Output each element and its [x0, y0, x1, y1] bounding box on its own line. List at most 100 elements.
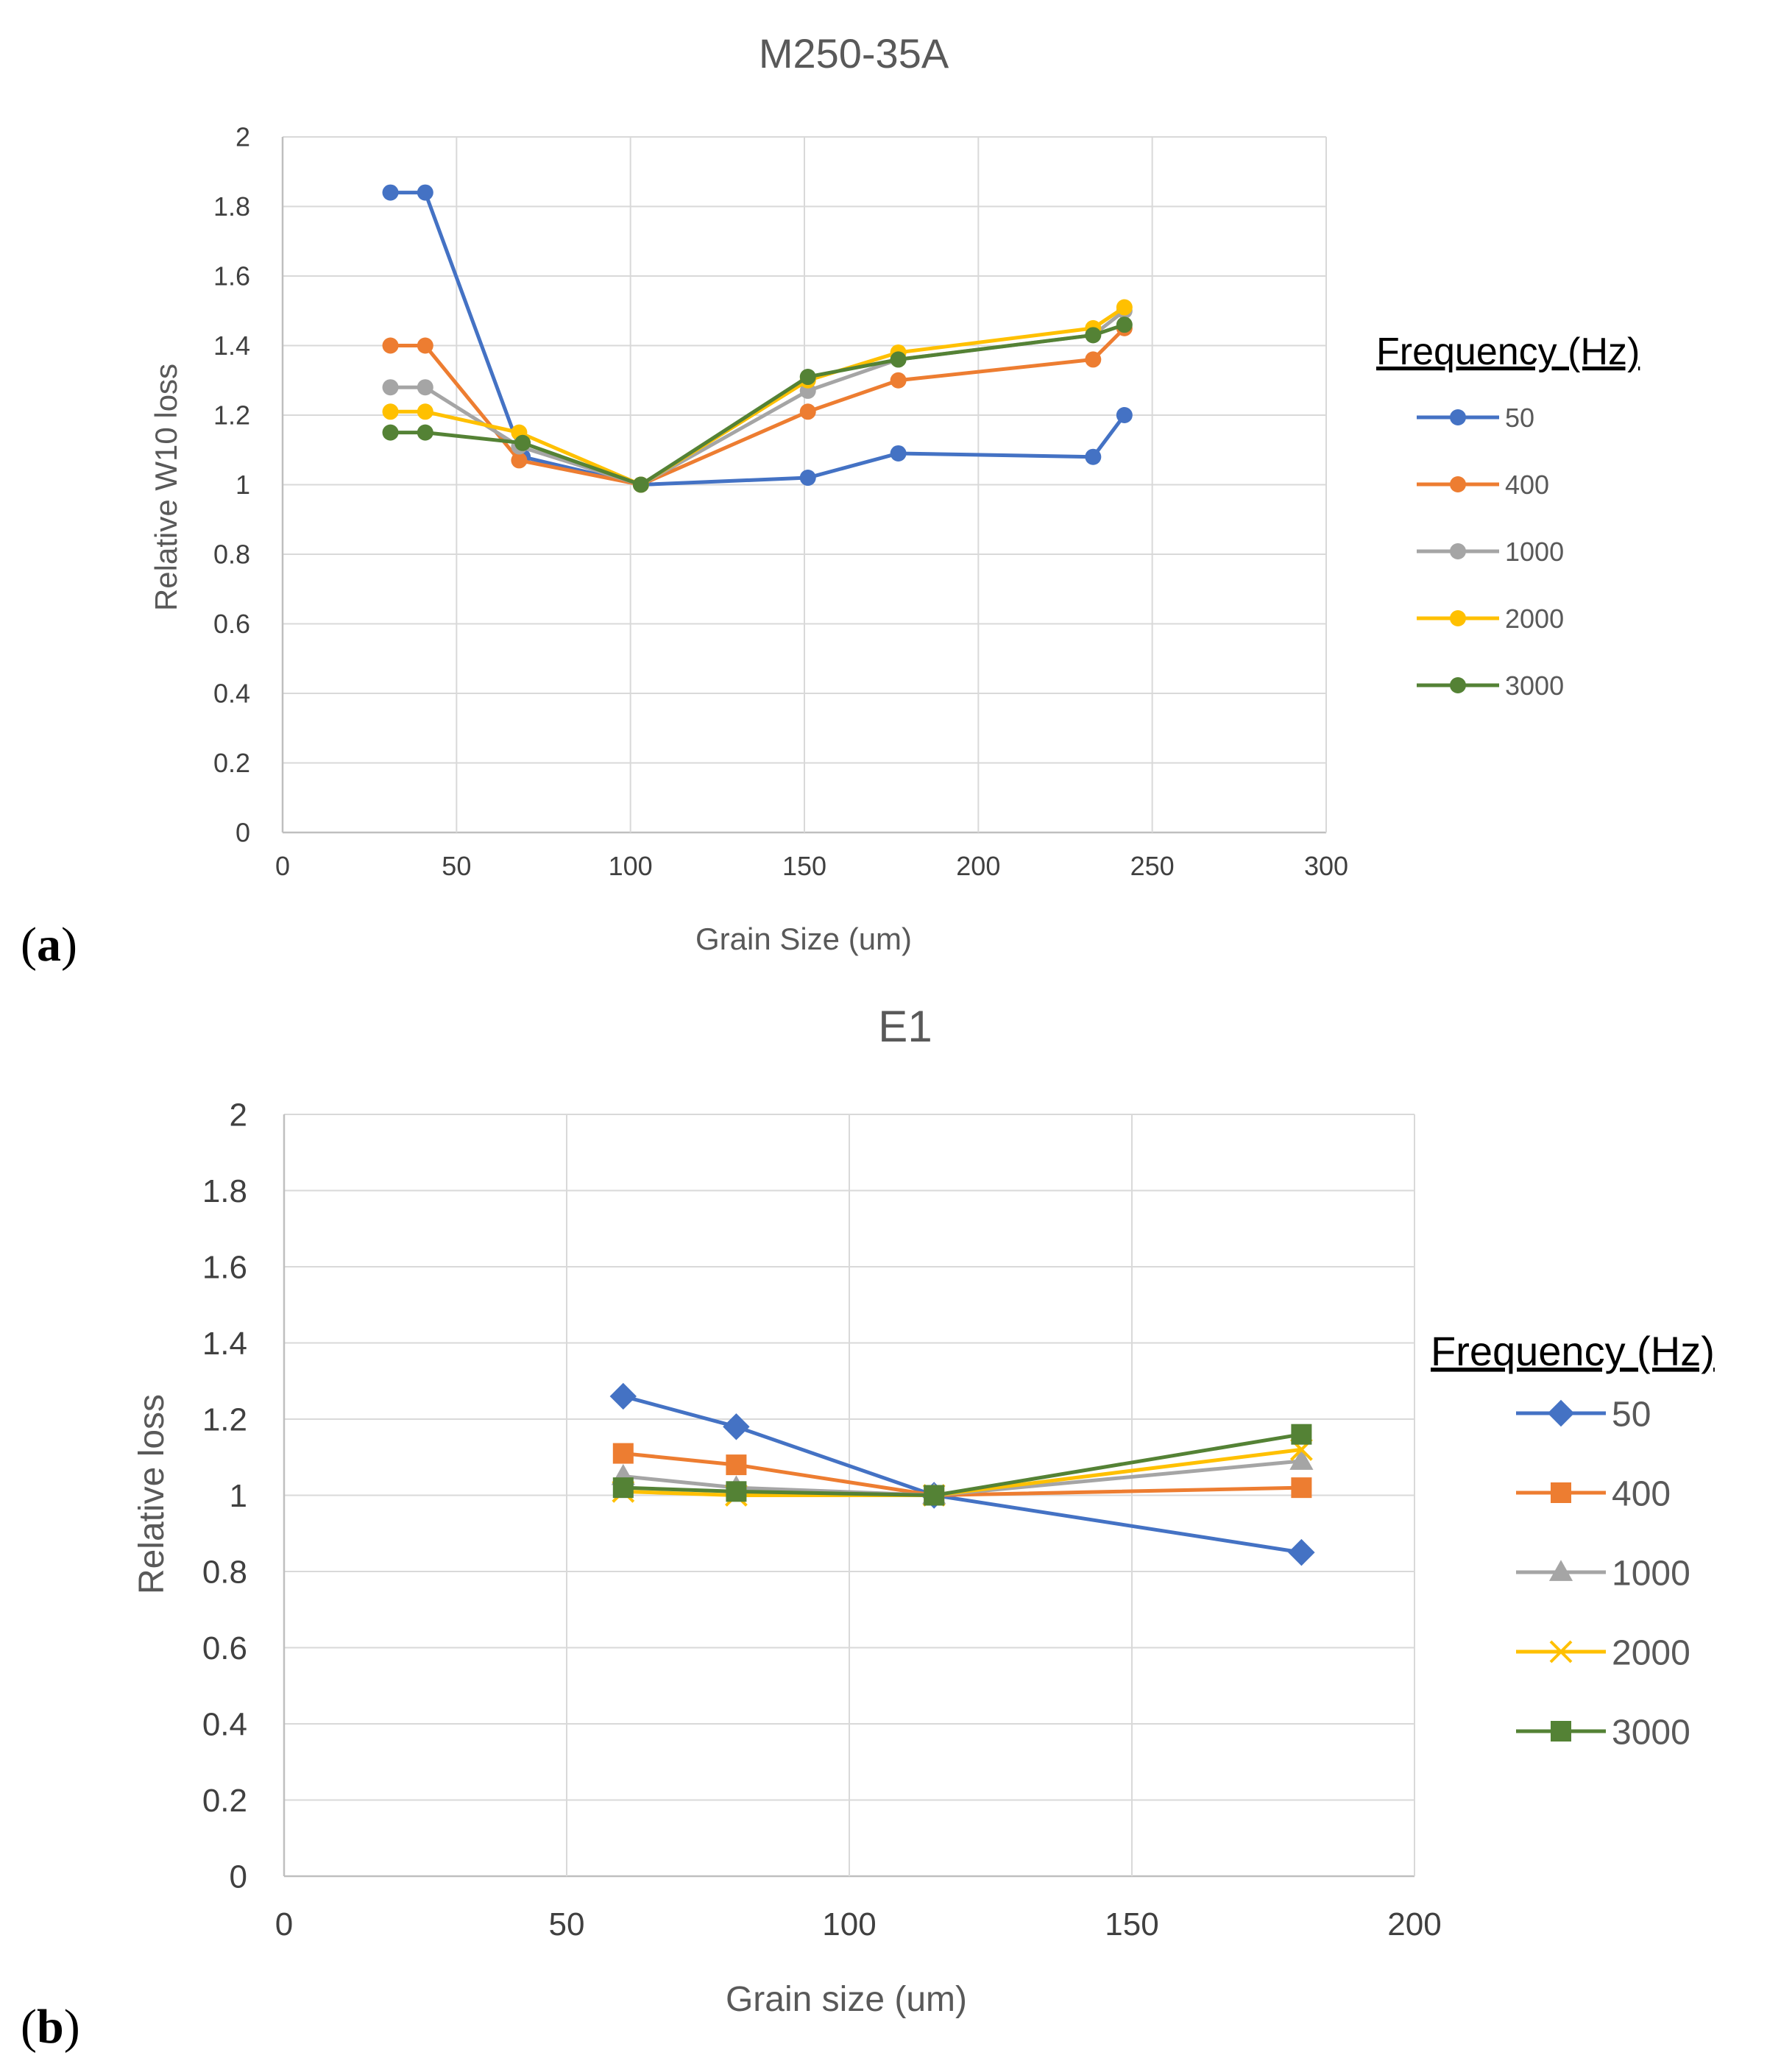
chart-a-legend-marker: [1450, 476, 1466, 492]
chart-a-series-2000-point: [1116, 299, 1133, 316]
chart-a-series-1000-point: [417, 379, 433, 396]
chart-a-x-axis-title: Grain Size (um): [695, 922, 912, 956]
chart-a-legend-item-50: 50: [1417, 403, 1534, 433]
chart-a-series-50-point: [417, 184, 433, 201]
chart-a-series-1000: [382, 303, 1133, 493]
chart-b-legend-item-2000: 2000: [1516, 1633, 1690, 1672]
chart-a-series-3000-point: [1085, 327, 1102, 344]
chart-a-x-tick-label: 300: [1304, 851, 1348, 881]
panel-label-b: (b): [21, 2000, 80, 2054]
chart-b-series-400-point: [612, 1443, 634, 1464]
chart-a-y-tick-label: 2: [236, 122, 250, 152]
chart-a-y-tick-label: 0.8: [213, 540, 250, 570]
chart-b-x-tick-label: 100: [822, 1906, 876, 1942]
chart-a-series-400-line: [390, 327, 1126, 487]
chart-b-series: [609, 1382, 1315, 1566]
chart-a-series-400-point: [890, 372, 907, 389]
chart-a-series: [382, 184, 1133, 493]
chart-b-series-400-line: [623, 1452, 1302, 1497]
chart-b-legend-label: 50: [1612, 1395, 1651, 1434]
chart-a-series-50-point: [1085, 448, 1102, 465]
panel-label-b-letter: b: [37, 2000, 64, 2054]
chart-a-series-400-point: [1085, 351, 1102, 368]
chart-b-y-tick-label: 2: [230, 1097, 247, 1133]
chart-a-series-400-point: [511, 452, 528, 469]
chart-b-legend-item-50: 50: [1516, 1395, 1651, 1434]
chart-a-series-3000-point: [514, 434, 531, 451]
chart-a-series-50-point: [382, 184, 399, 201]
chart-a-series-3000-point: [890, 351, 907, 368]
chart-b-series-3000-point: [1291, 1424, 1312, 1445]
chart-a-legend-title: Frequency (Hz): [1376, 330, 1640, 373]
chart-b-y-tick-label: 0.4: [202, 1706, 247, 1742]
chart-b-y-tick-label: 0.2: [202, 1783, 247, 1819]
chart-b-gridlines: [283, 1114, 1415, 1878]
chart-b-series-400-point: [726, 1454, 747, 1476]
chart-a-y-tick-label: 0.2: [213, 748, 250, 778]
panel-label-a-open: (: [21, 918, 37, 972]
chart-b-x-tick-label: 150: [1105, 1906, 1158, 1942]
chart-b-legend-marker: [1551, 1482, 1571, 1503]
chart-b-series-400-point: [1291, 1477, 1312, 1499]
chart-b-legend-marker: [1551, 1721, 1571, 1742]
chart-a-series-400-point: [382, 337, 399, 354]
chart-b-y-tick-label: 0.8: [202, 1554, 247, 1590]
chart-b-series-3000-point: [726, 1481, 747, 1502]
chart-a-legend-marker: [1450, 409, 1466, 425]
chart-a-series-50-line: [390, 191, 1126, 487]
chart-b-series-50: [609, 1382, 1315, 1566]
chart-a-y-tick-label: 1.8: [213, 191, 250, 222]
chart-a-series-3000-line: [390, 322, 1125, 487]
chart-b-series-50-line: [623, 1394, 1302, 1555]
chart-b-legend-label: 2000: [1612, 1633, 1690, 1672]
chart-a-y-tick-label: 1: [236, 470, 250, 500]
chart-b-series-1000-point: [1289, 1449, 1314, 1470]
panel-label-a-letter: a: [37, 918, 61, 972]
chart-a-legend-marker: [1450, 543, 1466, 559]
chart-b-series-50-point: [1288, 1538, 1315, 1566]
chart-a-y-tick-label: 0.6: [213, 609, 250, 639]
chart-b-series-50-point: [723, 1413, 750, 1440]
chart-a-series-400-point: [417, 337, 433, 354]
chart-a-legend-marker: [1450, 677, 1466, 693]
chart-b-legend-label: 1000: [1612, 1554, 1690, 1593]
chart-a-series-50-point: [1116, 407, 1133, 423]
chart-b-legend-item-1000: 1000: [1516, 1554, 1690, 1593]
panel-label-a: (a): [21, 918, 77, 972]
chart-b-y-tick-label: 0: [230, 1859, 247, 1895]
chart-a-legend-label: 2000: [1505, 604, 1564, 634]
chart-a-title: M250-35A: [759, 30, 949, 77]
chart-a-series-3000-point: [632, 476, 649, 493]
chart-a-legend-label: 400: [1505, 470, 1549, 500]
chart-b: E1 0 0.2 0.4 0.6 0.8 1 1.2 1.4 1.6 1.8 2 0 50 100 150…: [132, 1002, 1715, 2019]
chart-b-title: E1: [878, 1002, 932, 1051]
chart-b-y-tick-label: 1: [230, 1478, 247, 1514]
chart-b-x-tick-labels: 0 50 100 150 200: [275, 1906, 1442, 1942]
chart-b-x-tick-label: 0: [275, 1906, 293, 1942]
chart-a-legend: Frequency (Hz) 50 400 1000 2000 3000: [1376, 330, 1640, 701]
chart-b-x-tick-label: 200: [1387, 1906, 1441, 1942]
chart-b-y-tick-label: 1.2: [202, 1401, 247, 1438]
chart-a-y-tick-label: 1.2: [213, 400, 250, 431]
chart-b-legend-item-3000: 3000: [1516, 1713, 1690, 1752]
chart-a-legend-item-1000: 1000: [1417, 537, 1564, 567]
chart-a-series-3000: [382, 317, 1133, 493]
chart-a-series-3000-point: [799, 369, 816, 386]
chart-b-y-tick-label: 1.8: [202, 1173, 247, 1209]
chart-b-y-tick-labels: 0 0.2 0.4 0.6 0.8 1 1.2 1.4 1.6 1.8 2: [202, 1097, 247, 1895]
panel-label-b-open: (: [21, 2000, 37, 2054]
chart-b-y-axis-title: Relative loss: [132, 1394, 171, 1594]
chart-a-x-tick-label: 50: [442, 851, 471, 881]
chart-a-series-2000-point: [417, 403, 433, 420]
chart-b-legend-label: 3000: [1612, 1713, 1690, 1752]
chart-a-legend-label: 3000: [1505, 671, 1564, 701]
chart-a-series-3000-point: [1116, 317, 1133, 333]
chart-a-y-tick-label: 0: [236, 818, 250, 848]
chart-b-series-3000-line: [623, 1432, 1302, 1497]
chart-b-series-2000-line: [623, 1447, 1302, 1497]
chart-a-x-tick-labels: 0 50 100 150 200 250 300: [275, 851, 1348, 881]
chart-a-series-400-point: [799, 403, 816, 420]
chart-a-legend-label: 1000: [1505, 537, 1564, 567]
chart-b-y-tick-label: 1.6: [202, 1249, 247, 1285]
